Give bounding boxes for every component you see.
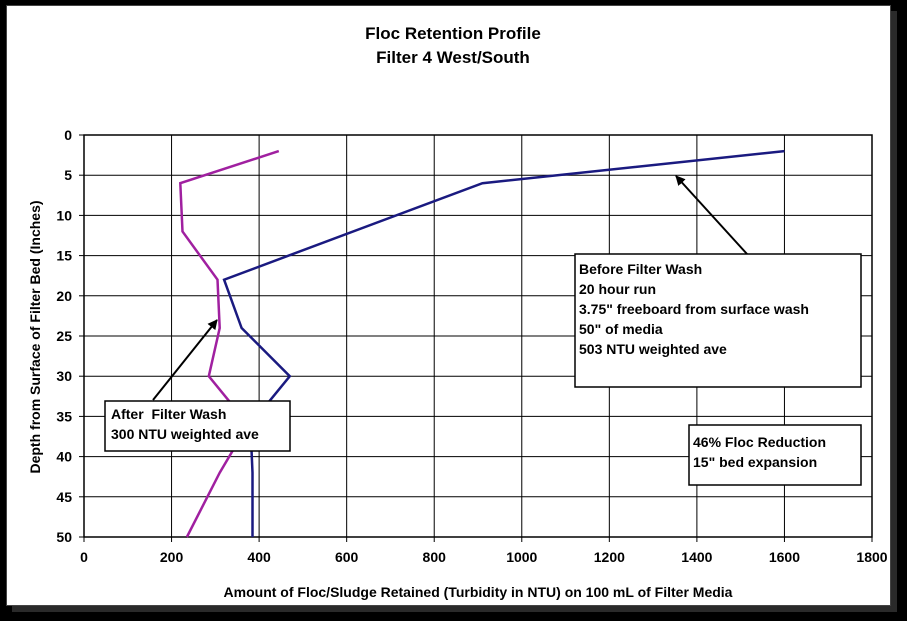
x-tick-label: 200 — [160, 549, 184, 565]
annotation-line: 503 NTU weighted ave — [579, 341, 727, 357]
x-tick-label: 1600 — [769, 549, 800, 565]
before-arrow — [675, 175, 748, 255]
annotations: Before Filter Wash 20 hour run 3.75" freeb… — [104, 175, 862, 486]
annotation-line: Before Filter Wash — [579, 261, 702, 277]
annotation-before: Before Filter Wash 20 hour run 3.75" freeb… — [574, 253, 862, 388]
plot-border — [83, 134, 873, 538]
y-axis-title: Depth from Surface of Filter Bed (Inches… — [27, 200, 43, 473]
after-arrow — [152, 319, 218, 401]
annotation-box — [104, 400, 291, 452]
y-tick-label: 10 — [56, 207, 72, 223]
chart-title: Floc Retention Profile — [365, 24, 541, 43]
annotation-box — [574, 253, 862, 388]
y-tick-label: 25 — [56, 328, 72, 344]
y-tick-label: 20 — [56, 288, 72, 304]
x-axis-title: Amount of Floc/Sludge Retained (Turbidit… — [224, 584, 733, 600]
x-tick-label: 1800 — [856, 549, 887, 565]
annotation-reduction: 46% Floc Reduction 15" bed expansion — [688, 424, 862, 486]
x-tick-label: 1200 — [594, 549, 625, 565]
annotation-line: 50" of media — [579, 321, 663, 337]
annotation-line: 15" bed expansion — [693, 454, 817, 470]
y-tick-label: 5 — [64, 167, 72, 183]
y-tick-label: 0 — [64, 127, 72, 143]
y-tick-label: 40 — [56, 449, 72, 465]
y-tick-label: 35 — [56, 408, 72, 424]
annotation-box — [688, 424, 862, 486]
annotation-after: After Filter Wash 300 NTU weighted ave — [104, 400, 291, 452]
x-tick-label: 1400 — [681, 549, 712, 565]
y-tick-label: 30 — [56, 368, 72, 384]
chart-svg: Floc Retention Profile Filter 4 West/Sou… — [27, 24, 888, 600]
series-line-1 — [222, 149, 785, 537]
x-tick-label: 400 — [247, 549, 271, 565]
annotation-line: 20 hour run — [579, 281, 656, 297]
annotation-line: 3.75" freeboard from surface wash — [579, 301, 809, 317]
x-tick-label: 1000 — [506, 549, 537, 565]
series-line-2 — [179, 149, 280, 538]
x-tick-label: 0 — [80, 549, 88, 565]
chart-frame: Floc Retention Profile Filter 4 West/Sou… — [6, 5, 891, 606]
annotation-line: 46% Floc Reduction — [693, 434, 826, 450]
chart-subtitle: Filter 4 West/South — [376, 48, 530, 67]
x-tick-label: 600 — [335, 549, 359, 565]
y-tick-label: 15 — [56, 248, 72, 264]
x-tick-label: 800 — [423, 549, 447, 565]
y-tick-label: 50 — [56, 529, 72, 545]
y-tick-label: 45 — [56, 489, 72, 505]
annotation-line: After Filter Wash — [111, 406, 226, 422]
annotation-line: 300 NTU weighted ave — [111, 426, 259, 442]
